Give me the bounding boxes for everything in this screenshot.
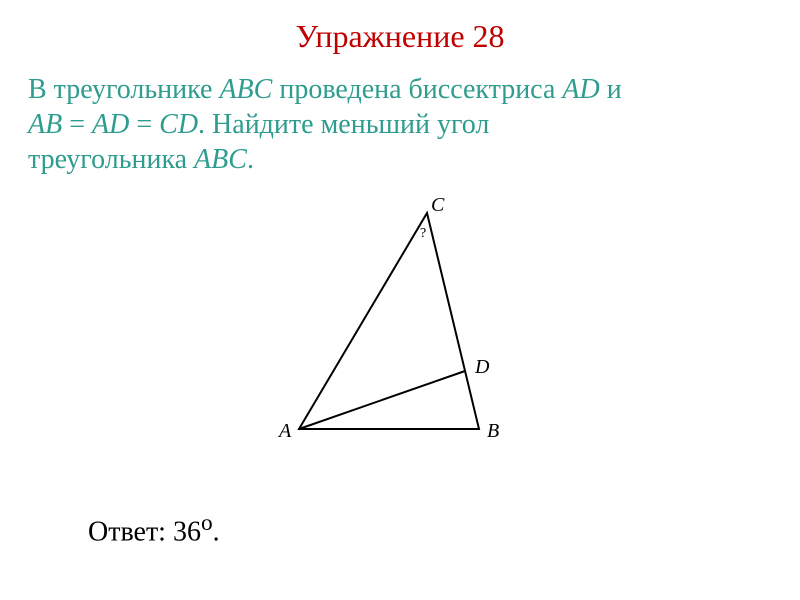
problem-line2-tail: . Найдите меньший угол <box>198 109 489 140</box>
triangle-diagram: A B C D ? <box>265 195 525 455</box>
vertex-B-label: B <box>487 420 499 442</box>
vertex-A-label: A <box>277 420 292 442</box>
eq1: = <box>62 109 92 140</box>
problem-line1-tail: и <box>600 74 622 105</box>
problem-text: В треугольнике ABC проведена биссектриса… <box>28 72 622 177</box>
sym-AD-1: AD <box>562 74 599 105</box>
answer-label: Ответ: <box>88 516 173 547</box>
sym-ABC-2: ABC <box>194 144 247 175</box>
sym-CD: CD <box>159 109 198 140</box>
answer-text: Ответ: 36o. <box>88 510 220 548</box>
eq2: = <box>129 109 159 140</box>
segment-AD <box>299 371 465 429</box>
problem-line1-mid: проведена биссектриса <box>272 74 562 105</box>
problem-line1-pre: В треугольнике <box>28 74 219 105</box>
answer-period: . <box>213 516 220 547</box>
answer-value: 36 <box>173 516 201 547</box>
problem-line3-pre: треугольника <box>28 144 194 175</box>
answer-degree: o <box>201 510 213 536</box>
sym-AD-2: AD <box>92 109 129 140</box>
point-D-label: D <box>474 356 490 378</box>
sym-AB: AB <box>28 109 62 140</box>
vertex-C-label: C <box>431 195 445 216</box>
angle-question-mark: ? <box>420 226 426 241</box>
problem-period: . <box>247 144 254 175</box>
sym-ABC-1: ABC <box>219 74 272 105</box>
exercise-title: Упражнение 28 <box>0 18 800 55</box>
